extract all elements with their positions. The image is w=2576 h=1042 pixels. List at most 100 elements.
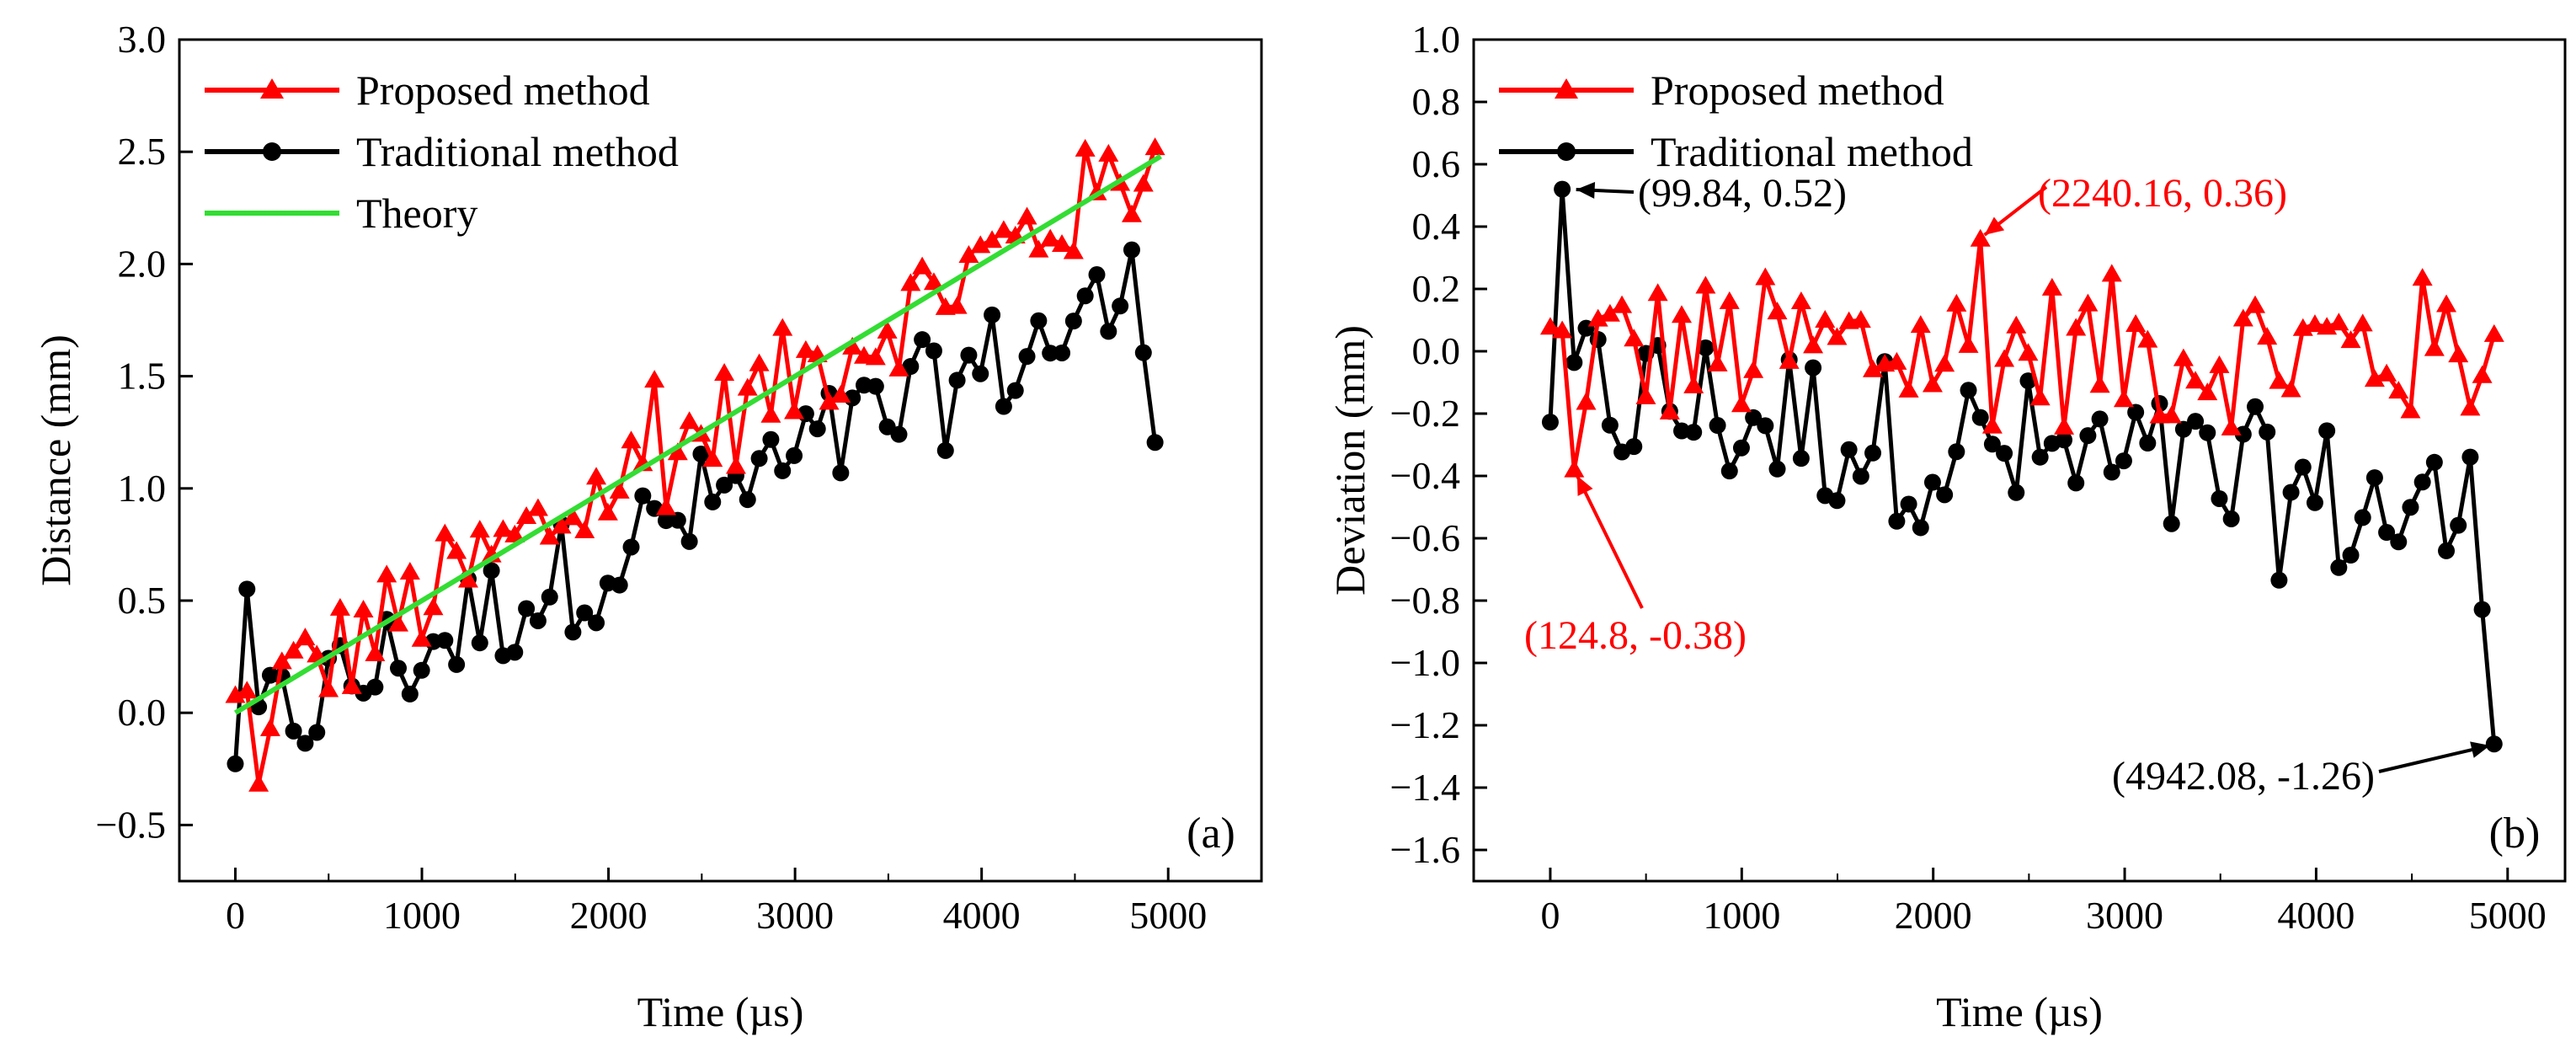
data-point xyxy=(563,507,584,526)
data-point xyxy=(795,339,816,358)
legend-marker xyxy=(1557,142,1576,161)
data-point xyxy=(960,346,978,364)
data-point xyxy=(1063,241,1084,259)
annotation: (2240.16, 0.36) xyxy=(1983,171,2287,237)
x-tick-label: 3000 xyxy=(2086,894,2163,937)
legend-label: Traditional method xyxy=(1651,128,1973,175)
x-axis-title: Time (µs) xyxy=(637,988,804,1035)
data-point xyxy=(2388,381,2409,399)
data-point xyxy=(436,632,454,649)
data-point xyxy=(2400,400,2421,419)
data-point xyxy=(1792,450,1810,468)
data-point xyxy=(413,661,430,679)
y-tick-label: 1.0 xyxy=(1412,18,1461,61)
data-point xyxy=(2425,453,2443,471)
data-point xyxy=(784,401,805,419)
y-tick-label: 0.4 xyxy=(1412,205,1461,248)
legend-label: Proposed method xyxy=(356,67,650,114)
data-point xyxy=(2365,469,2383,487)
x-tick-label: 4000 xyxy=(2277,894,2355,937)
data-point xyxy=(1815,309,1836,328)
data-point xyxy=(518,600,536,617)
data-point xyxy=(401,685,419,703)
data-point xyxy=(574,520,595,538)
y-tick-label: −0.6 xyxy=(1390,516,1460,559)
data-point xyxy=(842,336,863,355)
data-point xyxy=(2354,509,2371,526)
y-tick-label: −1.0 xyxy=(1390,641,1460,684)
data-point xyxy=(1100,323,1117,340)
data-point xyxy=(1564,459,1585,478)
legend-label: Traditional method xyxy=(356,128,679,175)
legend-marker xyxy=(263,142,281,161)
data-point xyxy=(2091,410,2109,428)
data-point xyxy=(2006,315,2027,334)
data-point xyxy=(1121,204,1142,222)
y-tick-label: 0.5 xyxy=(118,579,167,622)
data-point xyxy=(984,306,1001,323)
data-point xyxy=(1016,206,1037,225)
data-point xyxy=(1983,436,2001,453)
data-point xyxy=(2101,264,2122,282)
data-point xyxy=(1052,233,1073,252)
data-point xyxy=(423,597,444,616)
data-point xyxy=(1697,339,1715,356)
legend-item: Proposed method xyxy=(205,67,650,114)
data-point xyxy=(2413,473,2431,491)
data-point xyxy=(2280,379,2301,398)
data-point xyxy=(446,541,467,559)
data-point xyxy=(1625,438,1643,456)
x-tick-label: 0 xyxy=(226,894,245,937)
data-point xyxy=(1552,320,1573,339)
annotation-label: (4942.08, -1.26) xyxy=(2112,754,2375,799)
data-point xyxy=(1075,138,1096,157)
data-point xyxy=(1767,302,1788,320)
data-point xyxy=(2041,277,2062,296)
data-point xyxy=(2137,329,2158,348)
data-point xyxy=(2460,398,2481,416)
data-point xyxy=(2187,413,2205,430)
data-point xyxy=(2103,463,2120,481)
data-point xyxy=(448,655,466,673)
data-point xyxy=(259,718,280,736)
data-point xyxy=(1018,348,1036,366)
legend-label: Proposed method xyxy=(1651,67,1944,114)
data-point xyxy=(2199,424,2216,441)
data-point xyxy=(2412,268,2433,286)
data-point xyxy=(366,678,384,696)
y-tick-label: −1.6 xyxy=(1390,828,1460,871)
data-point xyxy=(411,628,432,647)
data-point xyxy=(483,562,500,580)
data-point xyxy=(1755,267,1776,286)
data-point xyxy=(1539,317,1560,335)
data-point xyxy=(1719,291,1740,309)
data-point xyxy=(506,644,524,661)
data-point xyxy=(2390,533,2408,551)
y-tick-label: 1.5 xyxy=(118,355,167,398)
x-tick-label: 4000 xyxy=(943,894,1021,937)
data-point xyxy=(1790,291,1811,309)
data-point xyxy=(679,411,700,430)
data-point xyxy=(225,685,246,703)
data-point xyxy=(2173,348,2194,366)
data-point xyxy=(2318,422,2336,440)
data-point xyxy=(238,580,256,598)
data-point xyxy=(1898,379,1919,398)
series-proposed-method xyxy=(1539,228,2504,478)
x-tick-label: 2000 xyxy=(570,894,648,937)
data-point xyxy=(737,377,758,396)
data-point xyxy=(890,425,908,443)
annotation-arrow xyxy=(1576,474,1644,609)
y-tick-label: 0.2 xyxy=(1412,267,1461,310)
data-point xyxy=(2378,524,2396,542)
data-point xyxy=(2054,416,2075,435)
data-point xyxy=(2079,427,2097,445)
data-point xyxy=(1912,519,1929,537)
data-point xyxy=(914,331,931,349)
legend-item: Traditional method xyxy=(205,128,679,175)
data-point xyxy=(702,449,723,468)
data-point xyxy=(1996,445,2013,462)
legend-marker xyxy=(1555,78,1578,99)
data-point xyxy=(2294,458,2312,476)
